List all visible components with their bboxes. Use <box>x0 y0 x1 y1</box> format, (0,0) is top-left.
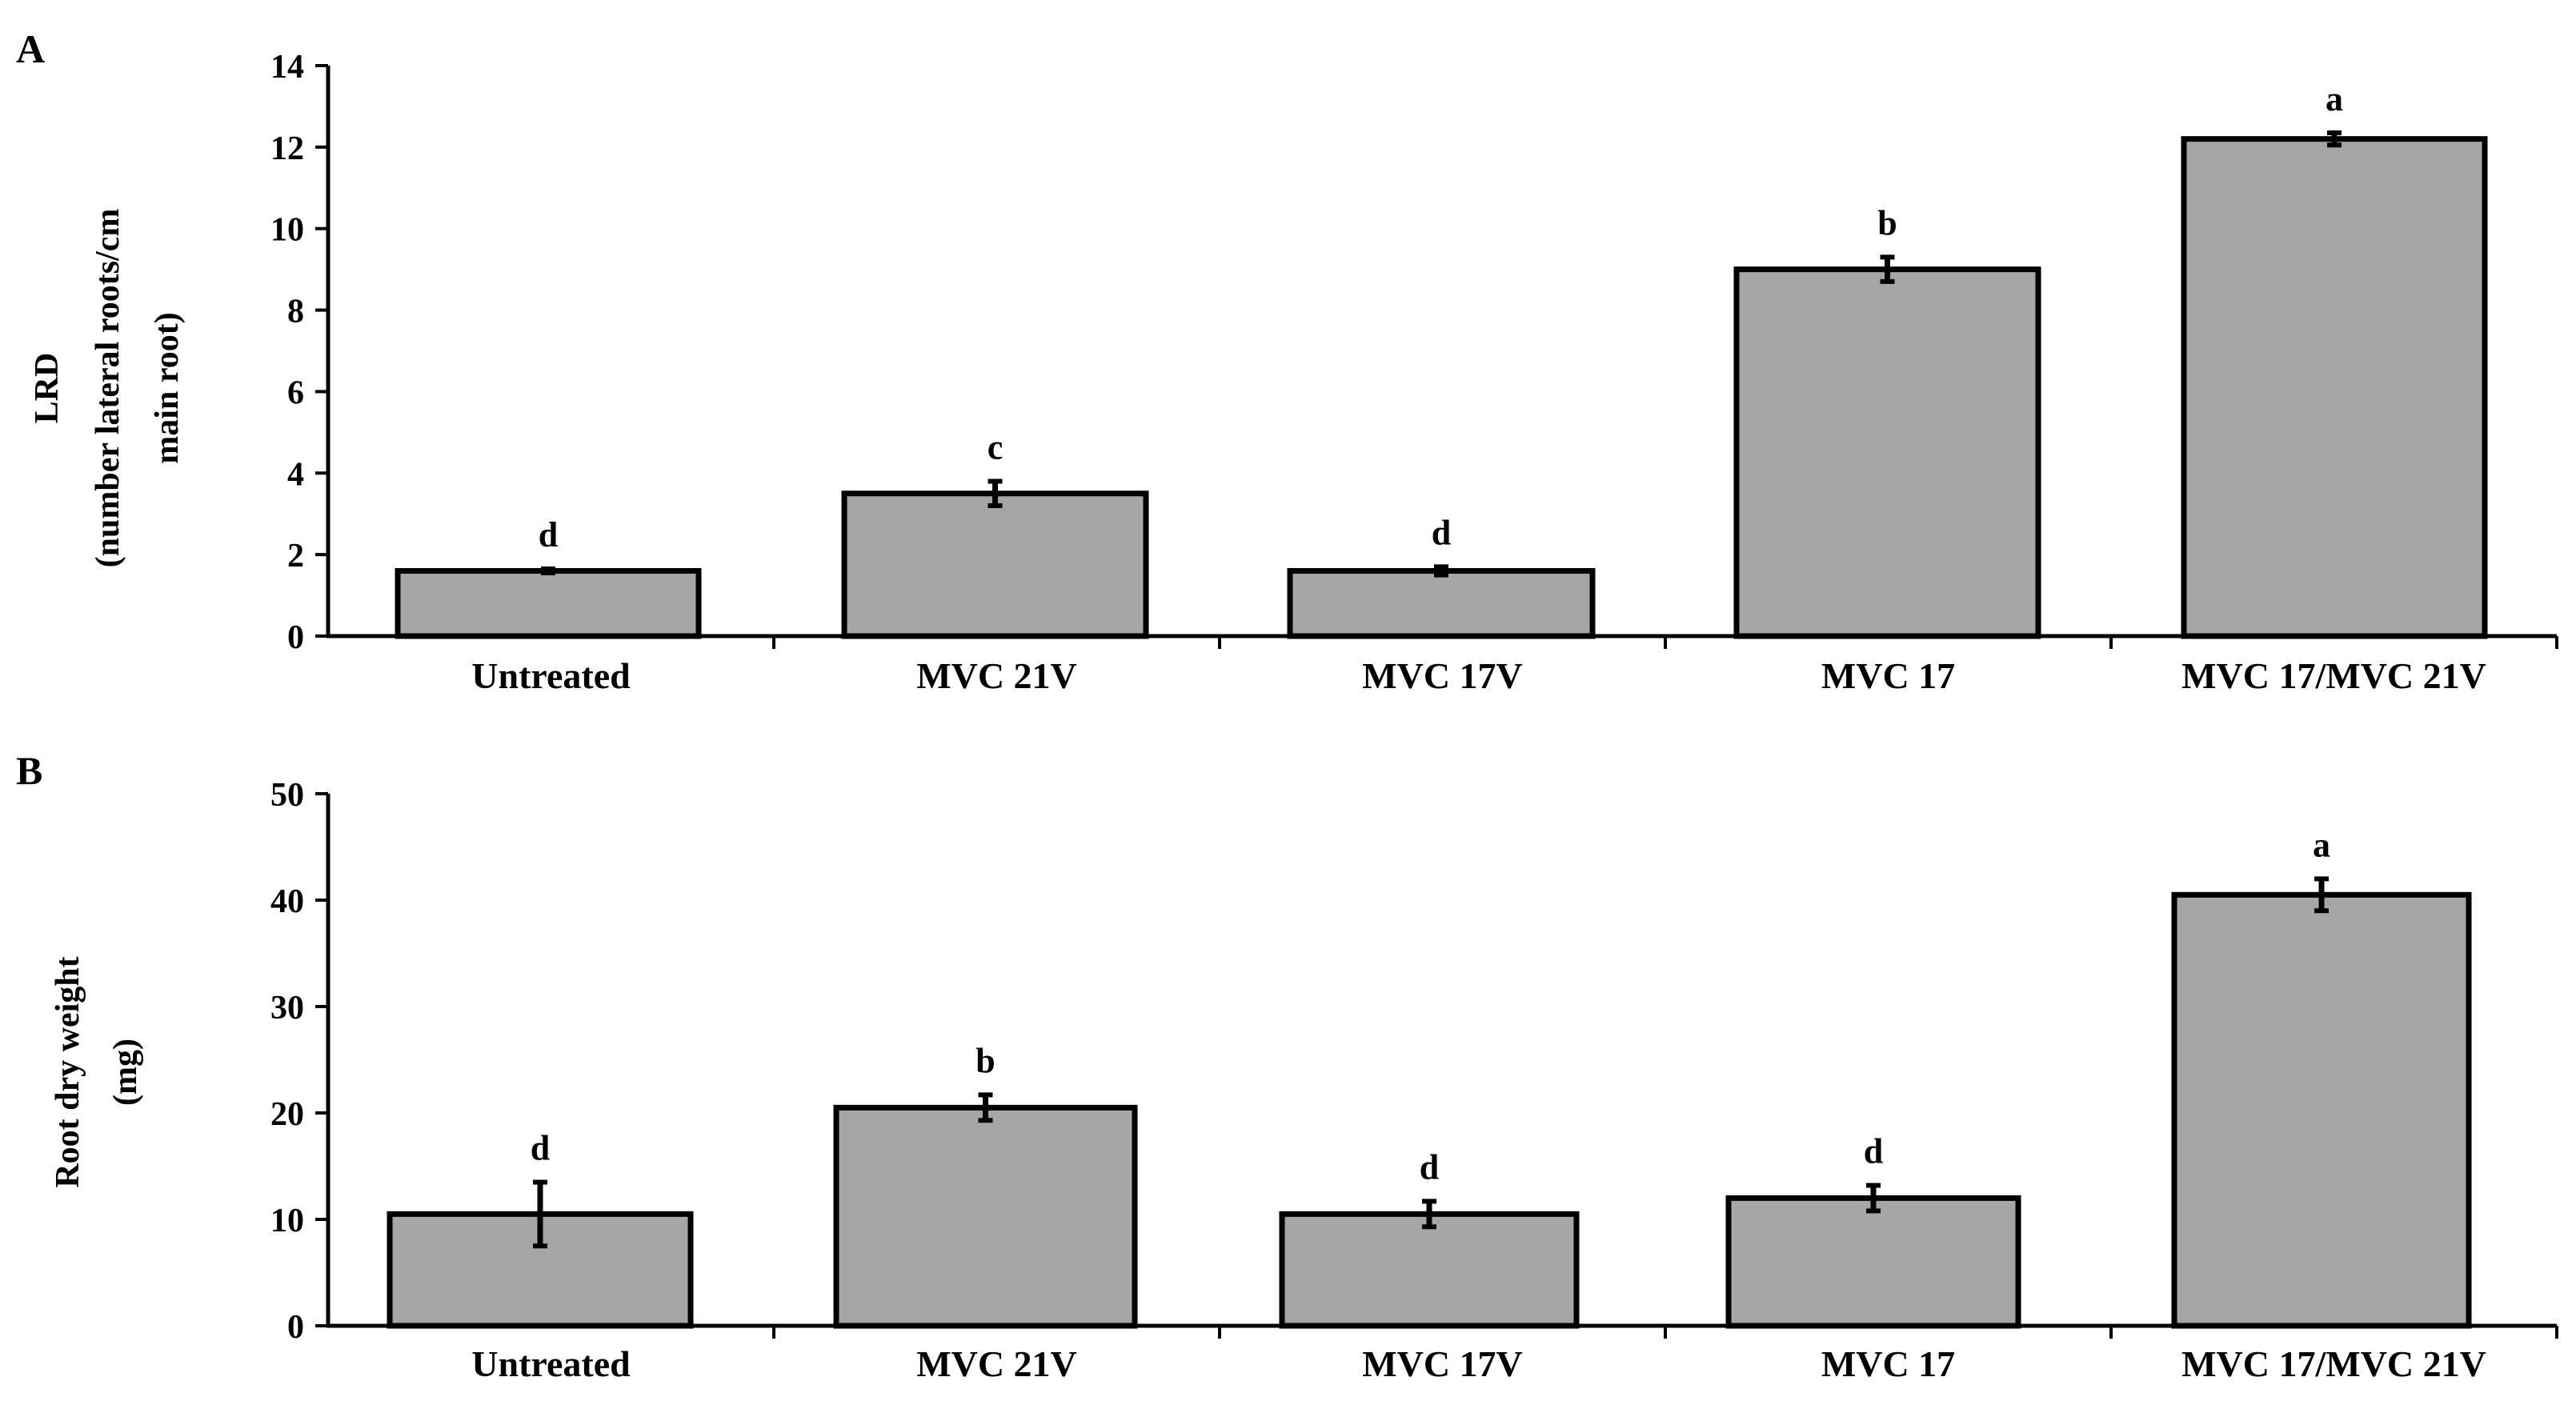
y-axis-label-line: (mg) <box>107 1039 144 1106</box>
significance-letter: d <box>1432 513 1451 552</box>
y-tick-label: 30 <box>270 990 304 1027</box>
bar <box>841 490 1149 639</box>
y-tick-label: 20 <box>270 1096 304 1133</box>
y-axis-label-line: (number lateral roots/cm <box>90 209 126 568</box>
significance-letter: b <box>1877 203 1897 242</box>
y-tick-label: 8 <box>287 294 304 330</box>
y-tick-label: 0 <box>287 619 304 656</box>
y-tick-label: 2 <box>287 538 304 574</box>
significance-letter: d <box>531 1128 550 1167</box>
y-tick-label: 6 <box>287 374 304 411</box>
panel-b-bar-chart: B Root dry weight (mg) 0 10 20 30 40 50 d Untre… <box>16 748 2558 1384</box>
bar <box>2171 891 2472 1329</box>
panel-label: B <box>16 748 42 793</box>
panel-label: A <box>16 26 45 71</box>
x-tick-label: MVC 17 <box>1821 655 1955 696</box>
significance-letter: d <box>1864 1131 1883 1171</box>
significance-letter: c <box>988 427 1004 466</box>
y-tick-label: 40 <box>270 883 304 920</box>
y-tick-label: 14 <box>270 49 304 86</box>
bar <box>1287 568 1596 639</box>
significance-letter: d <box>539 515 558 554</box>
panel-a-bar-chart: A LRD (number lateral roots/cm main root… <box>16 26 2558 696</box>
y-tick-label: 10 <box>270 1203 304 1239</box>
y-tick-label: 4 <box>287 456 304 493</box>
y-axis-label: Root dry weight (mg) <box>50 956 144 1187</box>
y-tick-label: 12 <box>270 130 304 167</box>
bar <box>395 568 702 639</box>
y-axis-label-line: main root) <box>149 312 186 463</box>
significance-letter: b <box>976 1041 995 1080</box>
x-tick-label: Untreated <box>471 1343 631 1384</box>
bar <box>2181 136 2488 639</box>
bar <box>833 1104 1138 1329</box>
y-tick-label: 50 <box>270 777 304 814</box>
significance-letter: a <box>2313 825 2330 864</box>
y-axis-label-line: Root dry weight <box>50 956 86 1187</box>
x-tick-label: MVC 17 <box>1821 1343 1955 1384</box>
significance-letter: d <box>1420 1147 1439 1187</box>
significance-letter: a <box>2326 79 2343 118</box>
x-tick-label: MVC 21V <box>916 1343 1077 1384</box>
y-tick-label: 10 <box>270 212 304 249</box>
y-tick-label: 0 <box>287 1309 304 1346</box>
x-tick-label: MVC 21V <box>916 655 1077 696</box>
x-tick-label: Untreated <box>471 655 631 696</box>
y-axis-label: LRD (number lateral roots/cm main root) <box>29 209 186 568</box>
bar <box>1279 1211 1580 1329</box>
x-tick-label: MVC 17V <box>1362 1343 1523 1384</box>
y-axis-label-line: LRD <box>29 353 66 424</box>
bar <box>1725 1195 2021 1329</box>
x-tick-label: MVC 17/MVC 21V <box>2181 1343 2486 1384</box>
x-tick-label: MVC 17/MVC 21V <box>2181 655 2486 696</box>
bar <box>1733 266 2041 639</box>
x-tick-label: MVC 17V <box>1362 655 1523 696</box>
